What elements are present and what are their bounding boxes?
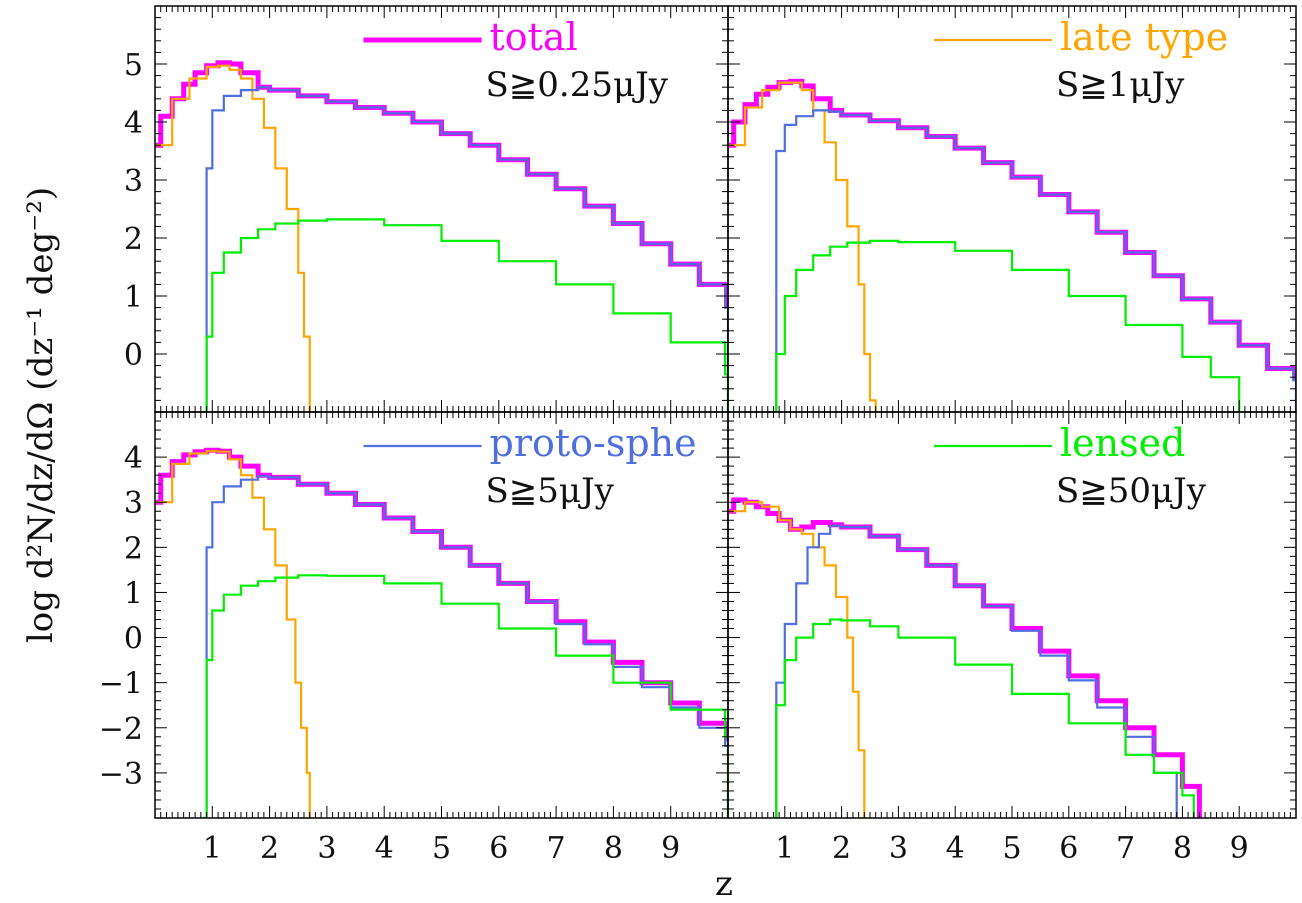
x-tick-label: 9 <box>661 831 680 866</box>
legend-label: total <box>490 15 578 59</box>
legend-label: lensed <box>1060 421 1185 465</box>
x-tick-label: 9 <box>1230 831 1249 866</box>
x-tick-label: 4 <box>375 831 394 866</box>
panel-frame <box>727 5 1297 413</box>
y-tick-label: 4 <box>124 441 143 476</box>
y-tick-label: 1 <box>124 576 143 611</box>
flux-cut-label: S≧1μJy <box>1056 65 1185 105</box>
series-proto-line <box>203 86 728 412</box>
series-proto-line <box>773 524 1178 818</box>
series-total-line <box>728 78 1296 381</box>
x-tick-label: 7 <box>1116 831 1135 866</box>
series-proto-line <box>773 109 1296 412</box>
legend-label: proto-sphe <box>490 421 697 465</box>
legend-label: late type <box>1060 15 1228 59</box>
y-tick-label: 0 <box>124 622 143 657</box>
y-tick-label: 5 <box>124 48 143 83</box>
series-group <box>728 497 1202 818</box>
x-tick-label: 7 <box>547 831 566 866</box>
y-tick-label: −3 <box>99 757 143 792</box>
series-late-line <box>728 81 877 412</box>
x-tick-label: 6 <box>489 831 508 866</box>
x-tick-label: 3 <box>317 831 336 866</box>
flux-cut-label: S≧5μJy <box>486 471 615 511</box>
flux-cut-label: S≧0.25μJy <box>486 65 669 105</box>
x-tick-label: 4 <box>946 831 965 866</box>
x-axis-label: z <box>715 864 733 903</box>
series-lensed-line <box>203 574 728 818</box>
x-tick-label: 1 <box>775 831 794 866</box>
panel-top-right: late type S≧1μJy <box>727 5 1297 413</box>
flux-cut-label: S≧50μJy <box>1056 471 1207 511</box>
y-axis-label: log d²N/dz/dΩ (dz⁻¹ deg⁻²) <box>21 187 61 643</box>
x-tick-label: 1 <box>203 831 222 866</box>
y-tick-label: 2 <box>124 531 143 566</box>
y-tick-label: 3 <box>124 164 143 199</box>
x-tick-label: 2 <box>832 831 851 866</box>
x-tick-label: 8 <box>1173 831 1192 866</box>
series-group <box>155 447 728 818</box>
x-tick-label: 5 <box>432 831 451 866</box>
y-tick-label: 0 <box>124 338 143 373</box>
series-group <box>728 78 1296 412</box>
x-tick-label: 5 <box>1002 831 1021 866</box>
series-proto-line <box>203 475 728 818</box>
x-tick-label: 3 <box>889 831 908 866</box>
y-tick-label: 4 <box>124 106 143 141</box>
series-lensed-line <box>773 239 1241 412</box>
x-tick-label: 6 <box>1059 831 1078 866</box>
panel-bottom-left: −3 −2 −1 0 1 2 3 4 1 2 3 4 5 6 7 8 9 proto-sphe S≧5μJy <box>99 411 729 866</box>
series-group <box>155 60 728 412</box>
y-tick-label: 1 <box>124 280 143 315</box>
y-tick-label: −1 <box>99 667 143 702</box>
y-tick-label: −2 <box>99 712 143 747</box>
series-lensed-line <box>203 218 728 412</box>
series-late-line <box>155 64 311 412</box>
x-tick-label: 2 <box>260 831 279 866</box>
x-tick-label: 8 <box>604 831 623 866</box>
panel-bottom-right: 1 2 3 4 5 6 7 8 9 lensed S≧50μJy <box>727 411 1297 866</box>
series-late-line <box>155 450 311 818</box>
y-tick-label: 3 <box>124 486 143 521</box>
panel-top-left: 0 1 2 3 4 5 total S≧0.25μJy <box>124 5 729 413</box>
y-tick-label: 2 <box>124 222 143 257</box>
series-total-line <box>728 497 1202 818</box>
series-lensed-line <box>773 618 1195 818</box>
